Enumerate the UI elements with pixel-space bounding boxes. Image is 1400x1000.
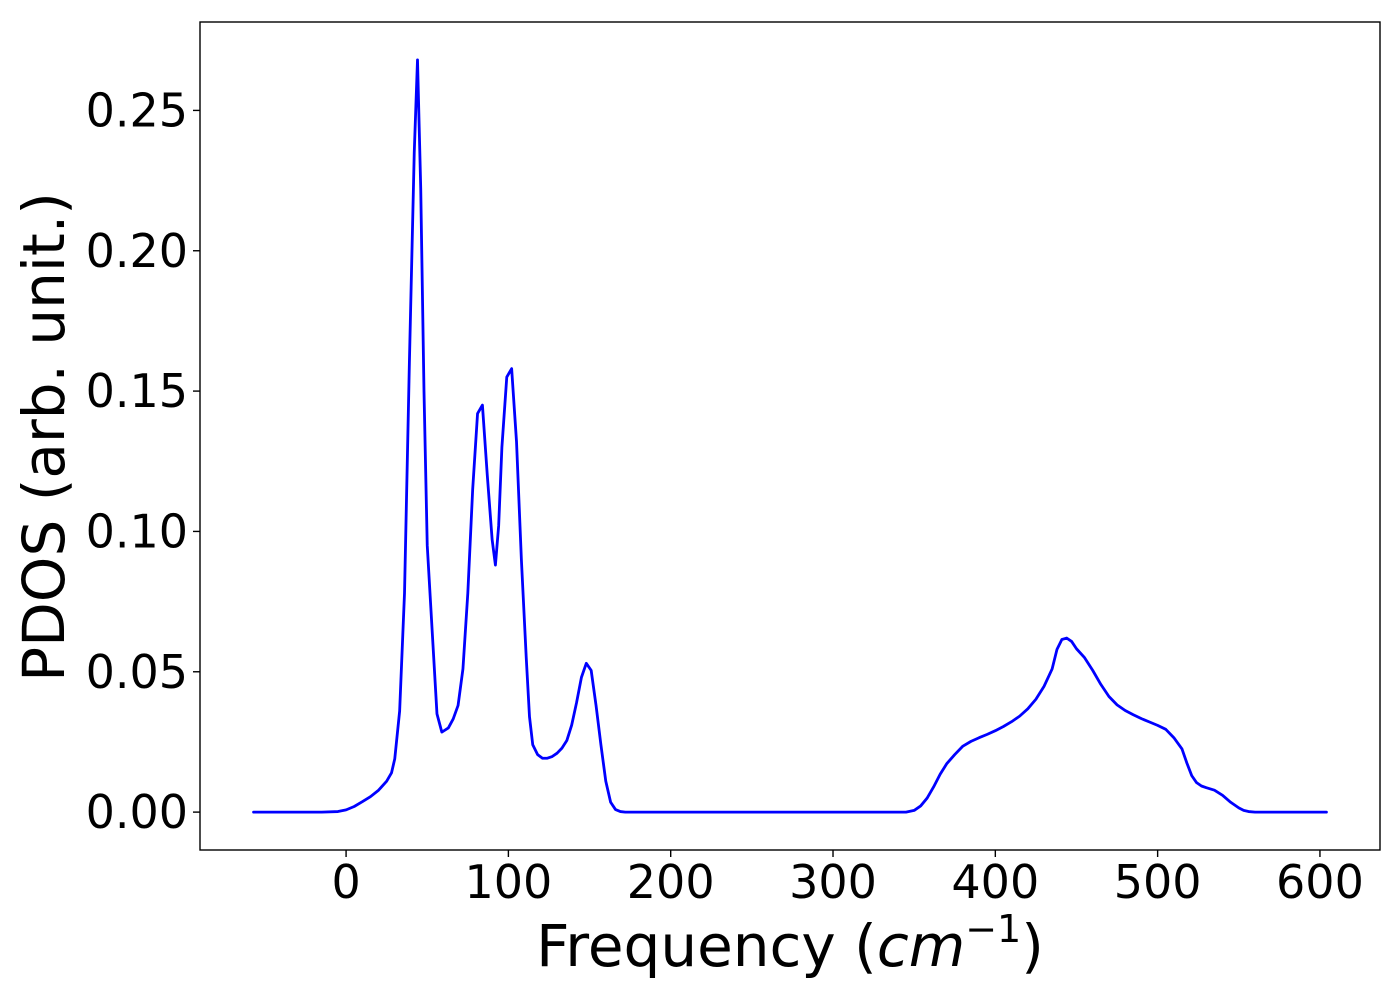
x-tick-label: 500 [1114, 855, 1202, 909]
y-axis-ticks: 0.00 0.05 0.10 0.15 0.20 0.25 [86, 83, 200, 839]
x-axis-label-open-paren: ( [836, 912, 877, 980]
y-tick-label: 0.20 [86, 224, 188, 278]
x-axis-label-unit-exponent: −1 [965, 907, 1021, 951]
y-tick-label: 0.25 [86, 83, 188, 137]
y-tick-label: 0.15 [86, 364, 188, 418]
x-axis-label-close-paren: ) [1021, 912, 1044, 980]
x-axis-label: Frequency (cm−1) [536, 907, 1044, 980]
pdos-series-line [252, 58, 1328, 814]
plot-area [199, 21, 1381, 851]
x-axis-ticks: 0 100 200 300 400 500 600 [331, 850, 1364, 909]
x-tick-label: 400 [951, 855, 1039, 909]
y-tick-label: 0.05 [86, 645, 188, 699]
x-tick-label: 300 [789, 855, 877, 909]
y-tick-label: 0.10 [86, 504, 188, 558]
x-tick-label: 0 [331, 855, 360, 909]
y-tick-label: 0.00 [86, 785, 188, 839]
x-axis-label-unit: cm [877, 912, 965, 980]
axes-frame [199, 21, 1381, 851]
x-axis-label-text: Frequency [536, 912, 836, 980]
x-tick-label: 600 [1276, 855, 1364, 909]
x-tick-label: 100 [464, 855, 552, 909]
x-tick-label: 200 [627, 855, 715, 909]
y-axis-label: PDOS (arb. unit.) [10, 192, 78, 682]
